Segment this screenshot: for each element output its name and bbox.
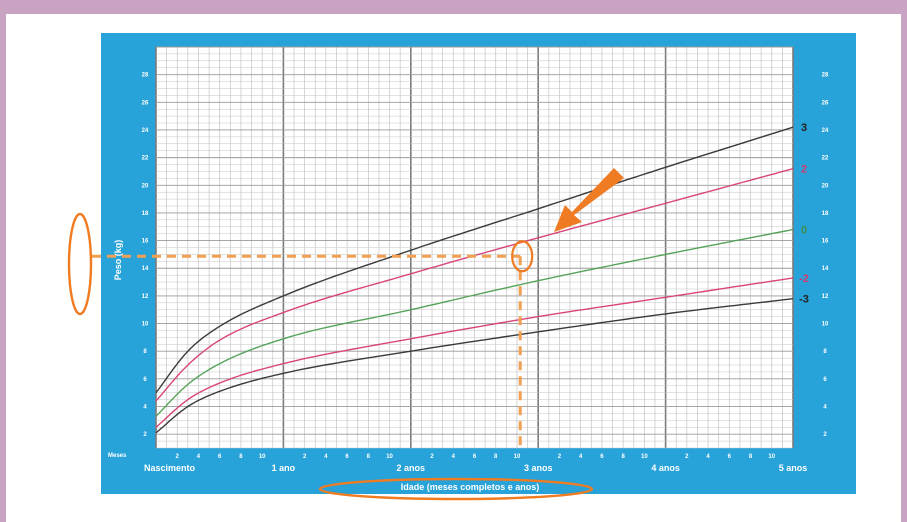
month-tick-label: 8 [494,454,498,460]
x-axis-label: Idade (meses completos e anos) [401,482,540,492]
month-tick-label: 10 [768,454,775,460]
y-tick-label: 18 [822,211,829,217]
curve-line [155,126,794,394]
month-tick-label: 6 [345,454,349,460]
curve-line [155,168,794,402]
x-major-label: Nascimento [144,463,196,473]
month-tick-label: 8 [367,454,371,460]
month-tick-label: 6 [728,454,732,460]
y-tick-label: 28 [822,73,829,79]
month-tick-label: 6 [218,454,222,460]
month-tick-label: 8 [749,454,753,460]
pointer-arrow-icon [554,168,624,232]
curve-label: -2 [799,273,809,285]
y-tick-label: 16 [822,239,829,245]
month-tick-label: 6 [473,454,477,460]
month-tick-label: 10 [259,454,266,460]
month-tick-label: 2 [176,454,180,460]
grid [155,46,794,449]
month-tick-label: 4 [452,454,456,460]
month-tick-label: 10 [514,454,521,460]
month-tick-label: 6 [600,454,604,460]
y-tick-label: 10 [822,322,829,328]
y-tick-label: 22 [822,156,829,162]
curve-label: 2 [801,164,807,176]
y-tick-label: 16 [142,239,149,245]
curve-line [155,277,794,428]
y-tick-label: 26 [822,100,829,106]
y-tick-label: 8 [143,349,147,355]
month-tick-label: 2 [558,454,562,460]
x-major-label: 2 anos [397,463,426,473]
x-major-label: 4 anos [651,463,680,473]
y-tick-label: 14 [822,266,829,272]
y-tick-label: 2 [823,432,827,438]
y-tick-label: 4 [823,405,827,411]
y-tick-label: 22 [142,156,149,162]
y-tick-label: 2 [143,432,147,438]
x-major-labels: Nascimento 1 ano 2 anos 3 anos 4 anos 5 anos [144,463,807,473]
y-tick-label: 8 [823,349,827,355]
y-tick-label: 24 [142,128,149,134]
curve-label: -3 [799,294,809,306]
curves [155,126,794,434]
x-major-label: 3 anos [524,463,553,473]
y-tick-label: 6 [823,377,827,383]
y-tick-label: 18 [142,211,149,217]
y-tick-label: 4 [143,405,147,411]
month-tick-label: 10 [386,454,393,460]
month-tick-label: 4 [579,454,583,460]
month-axis-label: Meses [108,453,127,459]
y-tick-label: 12 [822,294,829,300]
y-tick-label: 6 [143,377,147,383]
y-tick-label: 20 [142,183,149,189]
x-major-label: 1 ano [272,463,296,473]
y-axis-label: Peso (kg) [113,240,123,281]
curve-label: 0 [801,225,807,237]
curve-line [155,228,794,417]
y-tick-label: 12 [142,294,149,300]
month-tick-label: 2 [685,454,689,460]
curve-label: 3 [801,122,807,134]
curve-labels: 3 2 0 -2 -3 [799,122,809,305]
x-axis-label-oval [318,477,594,501]
y-tick-label: 10 [142,322,149,328]
month-tick-label: 2 [430,454,434,460]
y-tick-label: 28 [142,73,149,79]
y-tick-label: 20 [822,183,829,189]
x-major-label: 5 anos [779,463,808,473]
month-tick-label: 8 [239,454,243,460]
y-tick-label: 26 [142,100,149,106]
y-tick-label: 14 [142,266,149,272]
month-tick-label: 4 [197,454,201,460]
month-tick-label: 8 [621,454,625,460]
top-band [0,0,907,14]
month-tick-label: 2 [303,454,307,460]
y-axis-label-oval [67,212,93,316]
month-tick-label: 4 [324,454,328,460]
highlight-circle [511,240,534,273]
month-tick-label: 4 [706,454,710,460]
y-tick-label: 24 [822,128,829,134]
curve-line [155,298,794,434]
month-ticks: 2 4 6 8 10 2 4 6 8 10 2 4 6 8 10 2 4 6 8 10 2 4 6 8 10 [176,454,776,460]
annotations [67,168,624,501]
month-tick-label: 10 [641,454,648,460]
